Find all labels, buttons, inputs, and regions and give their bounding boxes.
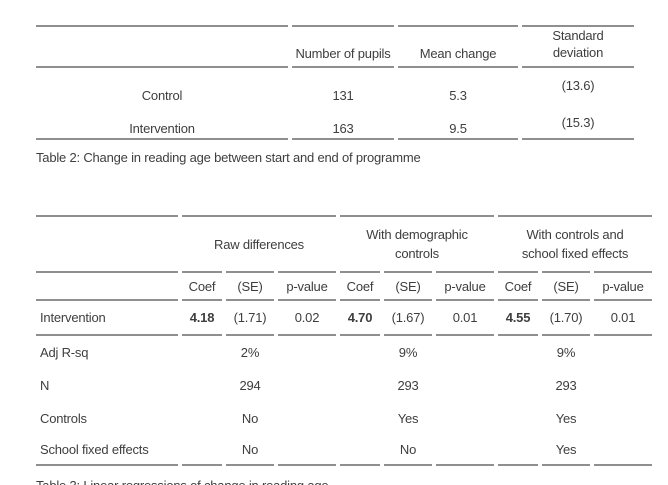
n-raw: 294	[239, 378, 261, 393]
column-header-row: Coef (SE) p-value Coef (SE) p-value Coef…	[36, 271, 652, 301]
colhead-coef-3: Coef	[498, 271, 538, 301]
empty-group-cell	[36, 215, 178, 271]
spacer	[278, 369, 336, 402]
control-row: Control 131 5.3 (13.6)	[36, 68, 634, 105]
regression-table: Raw differences With demographic control…	[32, 215, 656, 466]
colhead-coef-2: Coef	[340, 271, 380, 301]
table3-caption: Table 3: Linear regressions of change in…	[36, 478, 329, 485]
se-raw: (1.71)	[226, 301, 274, 336]
table2-caption: Table 2: Change in reading age between s…	[36, 150, 421, 165]
group-school-fixed-effects-line1: With controls and	[526, 227, 624, 242]
spacer	[498, 402, 538, 435]
control-pupils: 131	[332, 88, 354, 103]
spacer	[594, 336, 652, 369]
coef-fixed-effects: 4.55	[498, 301, 538, 336]
colhead-se-3: (SE)	[542, 271, 590, 301]
spacer	[594, 369, 652, 402]
group-demographic-controls: With demographic controls	[340, 215, 494, 271]
n-demographic: 293	[397, 378, 419, 393]
group-school-fixed-effects: With controls and school fixed effects	[498, 215, 652, 271]
control-sd: (13.6)	[561, 78, 595, 93]
spacer	[340, 336, 380, 369]
reading-age-header-row: Number of pupils Mean change Standard de…	[36, 25, 634, 68]
spacer	[340, 369, 380, 402]
spacer	[278, 336, 336, 369]
group-demographic-controls-line2: controls	[395, 246, 439, 261]
spacer	[436, 435, 494, 466]
pvalue-fixed-effects: 0.01	[594, 301, 652, 336]
spacer	[182, 369, 222, 402]
intervention-row-label: Intervention	[36, 301, 178, 336]
colhead-pvalue-1: p-value	[278, 271, 336, 301]
intervention-sd: (15.3)	[522, 105, 634, 140]
colhead-se-2: (SE)	[384, 271, 432, 301]
spacer	[278, 402, 336, 435]
colhead-pvalue-2: p-value	[436, 271, 494, 301]
spacer	[498, 336, 538, 369]
spacer	[182, 402, 222, 435]
group-school-fixed-effects-line2: school fixed effects	[521, 246, 629, 261]
spacer	[498, 435, 538, 466]
school-fe-demographic: No	[384, 435, 432, 466]
spacer	[182, 336, 222, 369]
pvalue-demographic: 0.01	[436, 301, 494, 336]
n-label: N	[40, 378, 50, 393]
group-raw-differences-line1: Raw differences	[214, 236, 304, 252]
group-demographic-controls-line1: With demographic	[366, 227, 468, 242]
header-standard-deviation-line2: deviation	[552, 45, 604, 60]
spacer	[340, 435, 380, 466]
spacer	[594, 402, 652, 435]
control-mean: 5.3	[449, 88, 467, 103]
se-fixed-effects: (1.70)	[542, 301, 590, 336]
intervention-row: Intervention 163 9.5 (15.3)	[36, 105, 634, 140]
control-label: Control	[141, 88, 183, 103]
intervention-pupils: 163	[292, 105, 394, 140]
se-demographic: (1.67)	[384, 301, 432, 336]
colhead-pvalue-3: p-value	[594, 271, 652, 301]
header-mean-change: Mean change	[398, 25, 518, 68]
intervention-mean: 9.5	[398, 105, 518, 140]
group-raw-differences: Raw differences	[182, 215, 336, 271]
reading-age-table: Number of pupils Mean change Standard de…	[32, 25, 638, 140]
header-standard-deviation: Standard deviation	[522, 25, 634, 68]
adj-rsq-label: Adj R-sq	[40, 345, 89, 360]
spacer	[436, 336, 494, 369]
controls-row: Controls No Yes Yes	[36, 402, 652, 435]
controls-demographic: Yes	[397, 411, 419, 426]
coef-raw: 4.18	[182, 301, 222, 336]
colhead-coef-1: Coef	[182, 271, 222, 301]
header-standard-deviation-line1: Standard	[552, 28, 604, 43]
intervention-label: Intervention	[36, 105, 288, 140]
spacer	[498, 369, 538, 402]
n-fixed-effects: 293	[555, 378, 577, 393]
adj-rsq-row: Adj R-sq 2% 9% 9%	[36, 336, 652, 369]
controls-label: Controls	[40, 411, 87, 426]
adj-rsq-demographic: 9%	[398, 345, 418, 360]
spacer	[436, 402, 494, 435]
intervention-coef-row: Intervention 4.18 (1.71) 0.02 4.70 (1.67…	[36, 301, 652, 336]
empty-header-cell	[36, 25, 288, 68]
spacer	[436, 369, 494, 402]
school-fixed-effects-row: School fixed effects No No Yes	[36, 435, 652, 466]
empty-colhead-cell	[36, 271, 178, 301]
n-row: N 294 293 293	[36, 369, 652, 402]
pvalue-raw: 0.02	[278, 301, 336, 336]
controls-raw: No	[241, 411, 259, 426]
school-fe-label: School fixed effects	[36, 435, 178, 466]
adj-rsq-fixed-effects: 9%	[556, 345, 576, 360]
group-header-row: Raw differences With demographic control…	[36, 215, 652, 271]
spacer	[278, 435, 336, 466]
adj-rsq-raw: 2%	[240, 345, 260, 360]
controls-fixed-effects: Yes	[555, 411, 577, 426]
school-fe-fixed-effects: Yes	[542, 435, 590, 466]
spacer	[340, 402, 380, 435]
spacer	[182, 435, 222, 466]
coef-demographic: 4.70	[340, 301, 380, 336]
header-number-of-pupils: Number of pupils	[292, 25, 394, 68]
spacer	[594, 435, 652, 466]
colhead-se-1: (SE)	[226, 271, 274, 301]
school-fe-raw: No	[226, 435, 274, 466]
